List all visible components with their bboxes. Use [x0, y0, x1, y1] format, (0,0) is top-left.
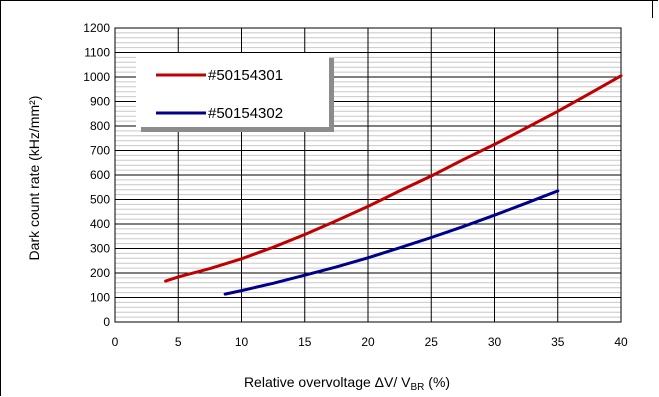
legend: #50154301 #50154302: [136, 53, 334, 132]
y-tick-label: 300: [90, 242, 110, 256]
tick-labels: 0100200300400500600700800900100011001200…: [83, 21, 628, 349]
x-tick-label: 10: [235, 335, 249, 349]
frame-edge: [652, 0, 653, 18]
x-tick-label: 0: [112, 335, 119, 349]
plot-border: [114, 27, 622, 323]
legend-label-series-1: #50154301: [208, 67, 283, 84]
x-tick-label: 35: [551, 335, 565, 349]
x-tick-label: 25: [425, 335, 439, 349]
y-tick-label: 0: [103, 315, 110, 329]
y-tick-label: 200: [90, 266, 110, 280]
x-tick-label: 5: [175, 335, 182, 349]
y-tick-label: 800: [90, 119, 110, 133]
y-tick-label: 1000: [83, 70, 110, 84]
series-line-2: [223, 189, 560, 296]
x-tick-label: 40: [614, 335, 628, 349]
x-axis-title-unit: (%): [424, 374, 450, 390]
y-tick-label: 900: [90, 95, 110, 109]
y-tick-label: 400: [90, 217, 110, 231]
y-tick-label: 100: [90, 291, 110, 305]
x-tick-label: 20: [361, 335, 375, 349]
x-axis-title-subscript: BR: [410, 382, 424, 393]
legend-box: [136, 53, 329, 127]
y-axis-title: Dark count rate (kHz/mm²): [26, 96, 42, 261]
y-tick-label: 500: [90, 193, 110, 207]
x-axis-title-main: Relative overvoltage ΔV/ V: [244, 374, 411, 390]
x-tick-label: 30: [488, 335, 502, 349]
legend-label-series-2: #50154302: [208, 105, 283, 122]
series-line-1: [164, 74, 623, 283]
series-lines: [164, 74, 623, 296]
y-tick-label: 1200: [83, 21, 110, 35]
y-tick-label: 1100: [84, 46, 110, 60]
y-tick-label: 700: [90, 144, 110, 158]
grid: [114, 27, 622, 323]
x-tick-label: 15: [298, 335, 312, 349]
y-tick-label: 600: [90, 168, 110, 182]
x-axis-title: Relative overvoltage ΔV/ VBR (%): [244, 374, 450, 393]
